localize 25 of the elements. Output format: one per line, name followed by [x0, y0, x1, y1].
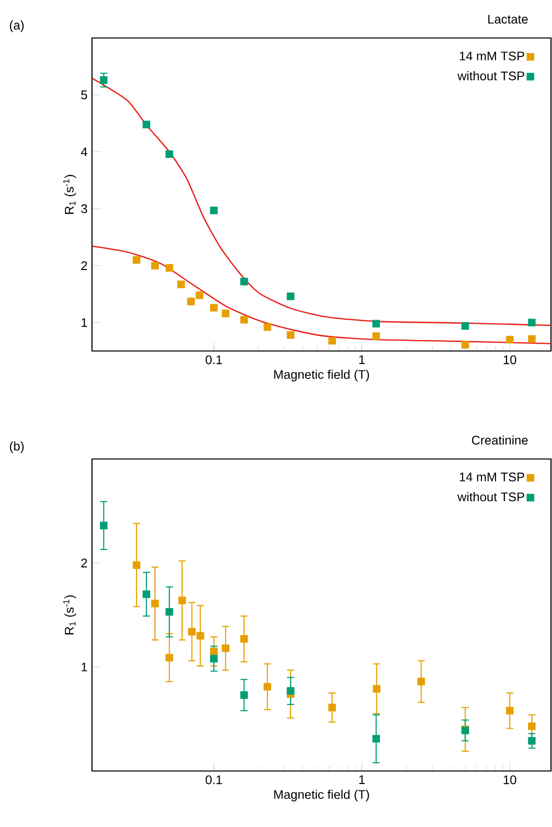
y-tick-label: 2 — [81, 558, 88, 568]
chart-title: Lactate — [488, 14, 528, 24]
y-tick-label: 4 — [80, 148, 88, 156]
legend-label: 14 mM TSP — [460, 52, 524, 60]
text: (b) — [10, 441, 24, 454]
legend-label: without TSP — [457, 71, 524, 80]
chart-title: Creatinine — [472, 435, 528, 445]
y-tick-label: 5 — [81, 90, 88, 100]
text: (a) — [10, 20, 24, 32]
x-tick-label: 1 — [359, 355, 365, 364]
x-tick-label: 1 — [359, 775, 365, 784]
y-tick-label: 1 — [82, 318, 88, 327]
y-tick-label: 3 — [81, 204, 88, 214]
x-tick-label: 10 — [504, 355, 516, 364]
y-tick-label: 1 — [82, 662, 88, 672]
x-tick-label: 0.1 — [206, 355, 222, 364]
x-tick-label: 0.1 — [206, 775, 222, 784]
legend-label: 14 mM TSP — [460, 472, 524, 482]
x-axis-title: Magnetic field (T) — [274, 370, 369, 382]
y-tick-label: 2 — [81, 261, 88, 270]
x-axis-title: Magnetic field (T) — [274, 790, 369, 802]
y-axis-title: R$_{1}$ (s$^{-1}$) — [63, 174, 76, 214]
legend-label: without TSP — [457, 492, 524, 502]
y-axis-title: R$_{1}$ (s$^{-1}$) — [63, 595, 76, 634]
x-tick-label: 10 — [504, 775, 516, 784]
